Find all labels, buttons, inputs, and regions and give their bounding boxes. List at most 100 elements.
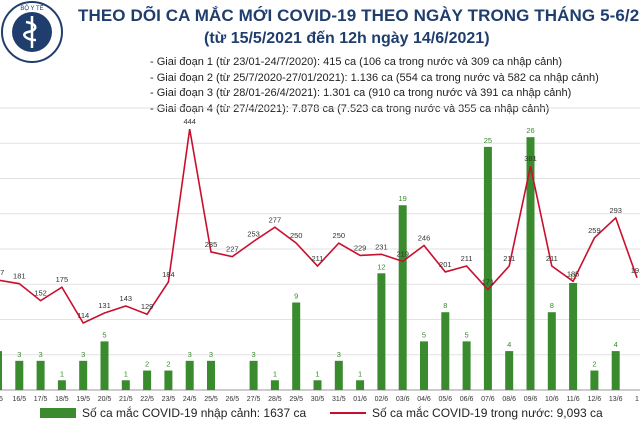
bar xyxy=(377,273,386,390)
bar-label: 3 xyxy=(17,350,21,359)
x-tick-label: 02/6 xyxy=(375,396,389,403)
bar xyxy=(15,360,24,390)
bar xyxy=(79,360,88,390)
x-tick-label: 28/5 xyxy=(268,396,282,403)
x-tick-label: 30/5 xyxy=(311,396,325,403)
line-label: 229 xyxy=(354,243,367,252)
line-label: 246 xyxy=(418,233,431,242)
bar xyxy=(313,380,322,390)
line-label: 444 xyxy=(183,117,196,126)
legend-line-item: Số ca mắc COVID-19 trong nước: 9,093 ca xyxy=(330,406,603,420)
x-tick-label: 05/6 xyxy=(438,396,452,403)
line-label: 114 xyxy=(77,311,89,320)
line-label: 219 xyxy=(396,249,409,258)
bar xyxy=(292,302,301,390)
x-tick-label: 27/5 xyxy=(247,396,261,403)
phase-2: - Giai đoạn 2 (từ 25/7/2020-27/01/2021):… xyxy=(150,71,599,84)
bar xyxy=(441,312,450,390)
x-tick-label: 5/5 xyxy=(0,396,3,403)
line-label: 185 xyxy=(567,269,580,278)
legend-line-label: Số ca mắc COVID-19 trong nước: 9,093 ca xyxy=(372,406,603,420)
bar-label: 1 xyxy=(273,369,277,378)
line-label: 201 xyxy=(439,260,452,269)
bar xyxy=(505,351,514,390)
x-tick-label: 07/6 xyxy=(481,396,495,403)
x-tick-label: 31/5 xyxy=(332,396,346,403)
x-tick-label: 04/6 xyxy=(417,396,431,403)
x-tick-label: 20/5 xyxy=(98,396,112,403)
line-label: 253 xyxy=(247,229,260,238)
x-tick-label: 18/5 xyxy=(55,396,69,403)
line-label: 175 xyxy=(56,275,69,284)
x-tick-label: 06/6 xyxy=(460,396,474,403)
bar xyxy=(569,283,578,390)
legend-bar-swatch xyxy=(40,408,76,418)
bar xyxy=(36,360,45,390)
line-label: 211 xyxy=(546,254,558,263)
x-tick-label: 17/5 xyxy=(34,396,48,403)
x-tick-label: 19/5 xyxy=(76,396,90,403)
bar-label: 3 xyxy=(39,350,43,359)
x-tick-label: 03/6 xyxy=(396,396,410,403)
bar-label: 11 xyxy=(569,272,577,281)
bar-label: 26 xyxy=(526,126,534,135)
bar-label: 2 xyxy=(145,360,149,369)
bar-label: 5 xyxy=(465,330,469,339)
phase-4: - Giai đoạn 4 (từ 27/4/2021): 7.878 ca (… xyxy=(150,102,550,115)
bar-label: 3 xyxy=(337,350,341,359)
chart-subtitle: (từ 15/5/2021 đến 12h ngày 14/6/2021) xyxy=(204,30,490,47)
phase-list: - Giai đoạn 1 (từ 23/01-24/7/2020): 415 … xyxy=(150,55,599,117)
line-label: 131 xyxy=(98,301,111,310)
bar xyxy=(207,360,215,390)
phase-1: - Giai đoạn 1 (từ 23/01-24/7/2020): 415 … xyxy=(150,56,563,68)
x-tick-label: 09/6 xyxy=(524,396,538,403)
bar xyxy=(270,380,279,390)
x-tick-label: 23/5 xyxy=(162,396,176,403)
bar-label: 19 xyxy=(399,194,407,203)
bar xyxy=(334,360,343,390)
legend-bar-label: Số ca mắc COVID-19 nhập cảnh: 1637 ca xyxy=(82,406,307,420)
bar-label: 1 xyxy=(358,369,362,378)
bar xyxy=(143,370,152,390)
x-tick-label: 24/5 xyxy=(183,396,197,403)
bar xyxy=(462,341,471,390)
line-label: 231 xyxy=(375,242,388,251)
line-label: 143 xyxy=(120,294,133,303)
bar-label: 9 xyxy=(294,291,298,300)
bar xyxy=(420,341,428,390)
bar xyxy=(611,351,620,390)
bar-label: 3 xyxy=(252,350,256,359)
bar xyxy=(57,380,66,390)
line-label: 181 xyxy=(13,272,26,281)
bar-label: 1 xyxy=(315,369,319,378)
line-label: 381 xyxy=(524,154,537,163)
chart-title: THEO DÕI CA MẮC MỚI COVID-19 THEO NGÀY T… xyxy=(78,6,640,25)
bar xyxy=(526,137,535,390)
line-label: 211 xyxy=(503,254,515,263)
x-tick-label: 21/5 xyxy=(119,396,133,403)
bar-label: 4 xyxy=(507,340,511,349)
legend-line-swatch xyxy=(330,412,366,414)
x-tick-label: 25/5 xyxy=(204,396,218,403)
line-label: 259 xyxy=(588,226,601,235)
line-label: 191 xyxy=(631,266,640,275)
bar-label: 5 xyxy=(102,330,106,339)
legend-bar-item: Số ca mắc COVID-19 nhập cảnh: 1637 ca xyxy=(40,406,306,420)
bar-label: 2 xyxy=(166,360,170,369)
line-label: 277 xyxy=(269,215,282,224)
bar-label: 5 xyxy=(422,330,426,339)
x-tick-label: 01/6 xyxy=(353,396,367,403)
bar xyxy=(483,146,492,390)
line-label: 250 xyxy=(290,231,303,240)
bar-label: 12 xyxy=(377,262,385,271)
bar xyxy=(121,380,130,390)
line-label: 187 xyxy=(0,268,4,277)
bar xyxy=(590,370,599,390)
line-label: 235 xyxy=(205,240,218,249)
bar-label: 4 xyxy=(614,340,618,349)
ministry-logo: BỘ Y TẾ xyxy=(1,1,63,63)
line-label: 293 xyxy=(609,206,622,215)
bar-label: 3 xyxy=(81,350,85,359)
bar-label: 8 xyxy=(550,301,554,310)
x-tick-label: 12/6 xyxy=(588,396,602,403)
